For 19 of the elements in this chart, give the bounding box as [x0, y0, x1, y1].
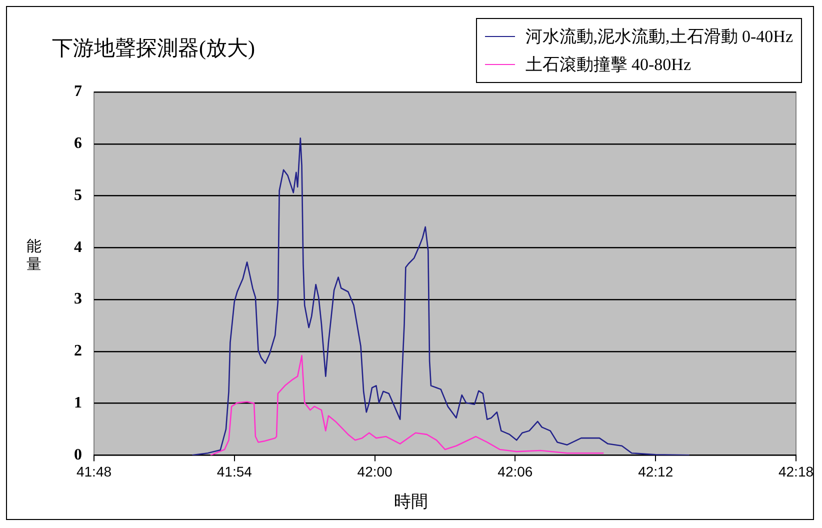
y-axis-title: 能量	[26, 238, 42, 274]
x-axis-title: 時間	[393, 491, 429, 513]
y-tick-label: 7	[74, 83, 82, 100]
x-tick-label: 41:48	[76, 463, 112, 480]
y-tick-label: 2	[74, 342, 82, 360]
y-tick-label: 4	[74, 238, 82, 256]
y-tick-label: 3	[74, 290, 82, 308]
y-tick-label: 6	[74, 135, 82, 152]
x-tick-label: 42:12	[638, 463, 674, 480]
legend-label: 土石滾動撞擊 40-80Hz	[525, 54, 691, 76]
x-tick-label: 42:06	[498, 463, 533, 480]
x-tick-label: 42:18	[778, 463, 814, 480]
x-tick-label: 41:54	[216, 463, 252, 480]
y-tick-label: 5	[74, 186, 82, 204]
y-tick-label: 0	[74, 446, 82, 464]
x-tick-label: 42:00	[357, 463, 393, 480]
legend-label: 河水流動,泥水流動,土石滑動 0-40Hz	[525, 26, 793, 48]
chart-title: 下游地聲探測器(放大)	[52, 35, 255, 62]
y-tick-label: 1	[74, 394, 82, 412]
